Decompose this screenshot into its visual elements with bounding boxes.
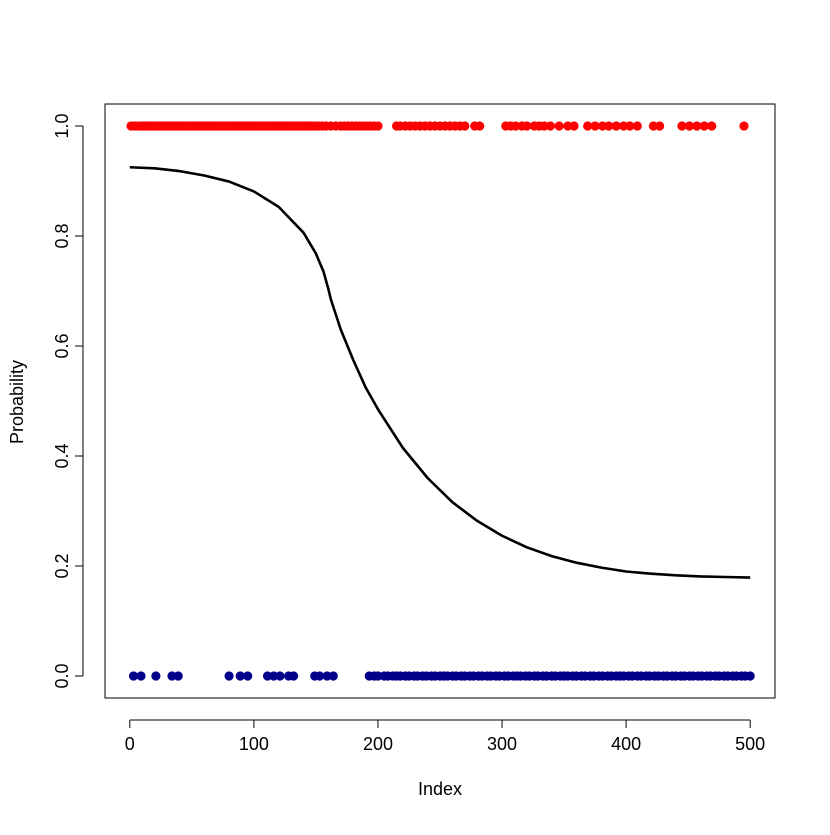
point-class-0 <box>745 671 755 681</box>
point-class-1 <box>739 121 749 131</box>
point-class-1 <box>475 121 485 131</box>
y-tick-label: 0.8 <box>52 223 72 248</box>
point-class-0 <box>173 671 183 681</box>
y-tick-label: 1.0 <box>52 113 72 138</box>
x-tick-label: 500 <box>735 734 765 754</box>
point-class-1 <box>625 121 635 131</box>
point-class-1 <box>677 121 687 131</box>
point-class-1 <box>707 121 717 131</box>
point-class-1 <box>460 121 470 131</box>
y-tick-label: 0.2 <box>52 553 72 578</box>
point-class-1 <box>604 121 614 131</box>
x-tick-label: 400 <box>611 734 641 754</box>
x-axis-label: Index <box>418 779 462 799</box>
x-tick-label: 300 <box>487 734 517 754</box>
point-class-1 <box>583 121 593 131</box>
point-class-1 <box>373 121 383 131</box>
point-class-1 <box>611 121 621 131</box>
x-tick-label: 0 <box>125 734 135 754</box>
y-tick-label: 0.4 <box>52 443 72 468</box>
y-axis-label: Probability <box>7 360 27 444</box>
point-class-1 <box>545 121 556 131</box>
point-class-0 <box>136 671 146 681</box>
x-tick-label: 200 <box>363 734 393 754</box>
y-axis: 0.0 0.2 0.4 0.6 0.8 1.0 <box>52 113 84 689</box>
point-class-0 <box>243 671 253 681</box>
point-class-1 <box>692 121 702 131</box>
fitted-curve <box>129 165 751 579</box>
point-class-1 <box>655 121 665 131</box>
point-class-0 <box>128 671 139 681</box>
point-class-1 <box>632 121 642 131</box>
point-class-0 <box>328 671 338 681</box>
point-class-0 <box>275 671 285 681</box>
y-tick-label: 0.6 <box>52 333 72 358</box>
point-class-0 <box>288 671 299 681</box>
x-axis: 0 100 200 300 400 500 <box>125 719 765 754</box>
probability-curve <box>129 165 751 579</box>
point-class-0 <box>151 671 161 681</box>
x-tick-label: 100 <box>239 734 269 754</box>
point-class-1 <box>699 121 709 131</box>
point-class-1 <box>522 121 532 131</box>
data-points <box>126 121 755 681</box>
point-class-1 <box>554 121 564 131</box>
point-class-0 <box>315 671 325 681</box>
point-class-1 <box>590 121 600 131</box>
point-class-0 <box>224 671 234 681</box>
plot-box <box>104 103 776 699</box>
point-class-1 <box>684 121 694 131</box>
point-class-0 <box>235 671 245 681</box>
point-class-1 <box>569 121 579 131</box>
y-tick-label: 0.0 <box>52 663 72 688</box>
